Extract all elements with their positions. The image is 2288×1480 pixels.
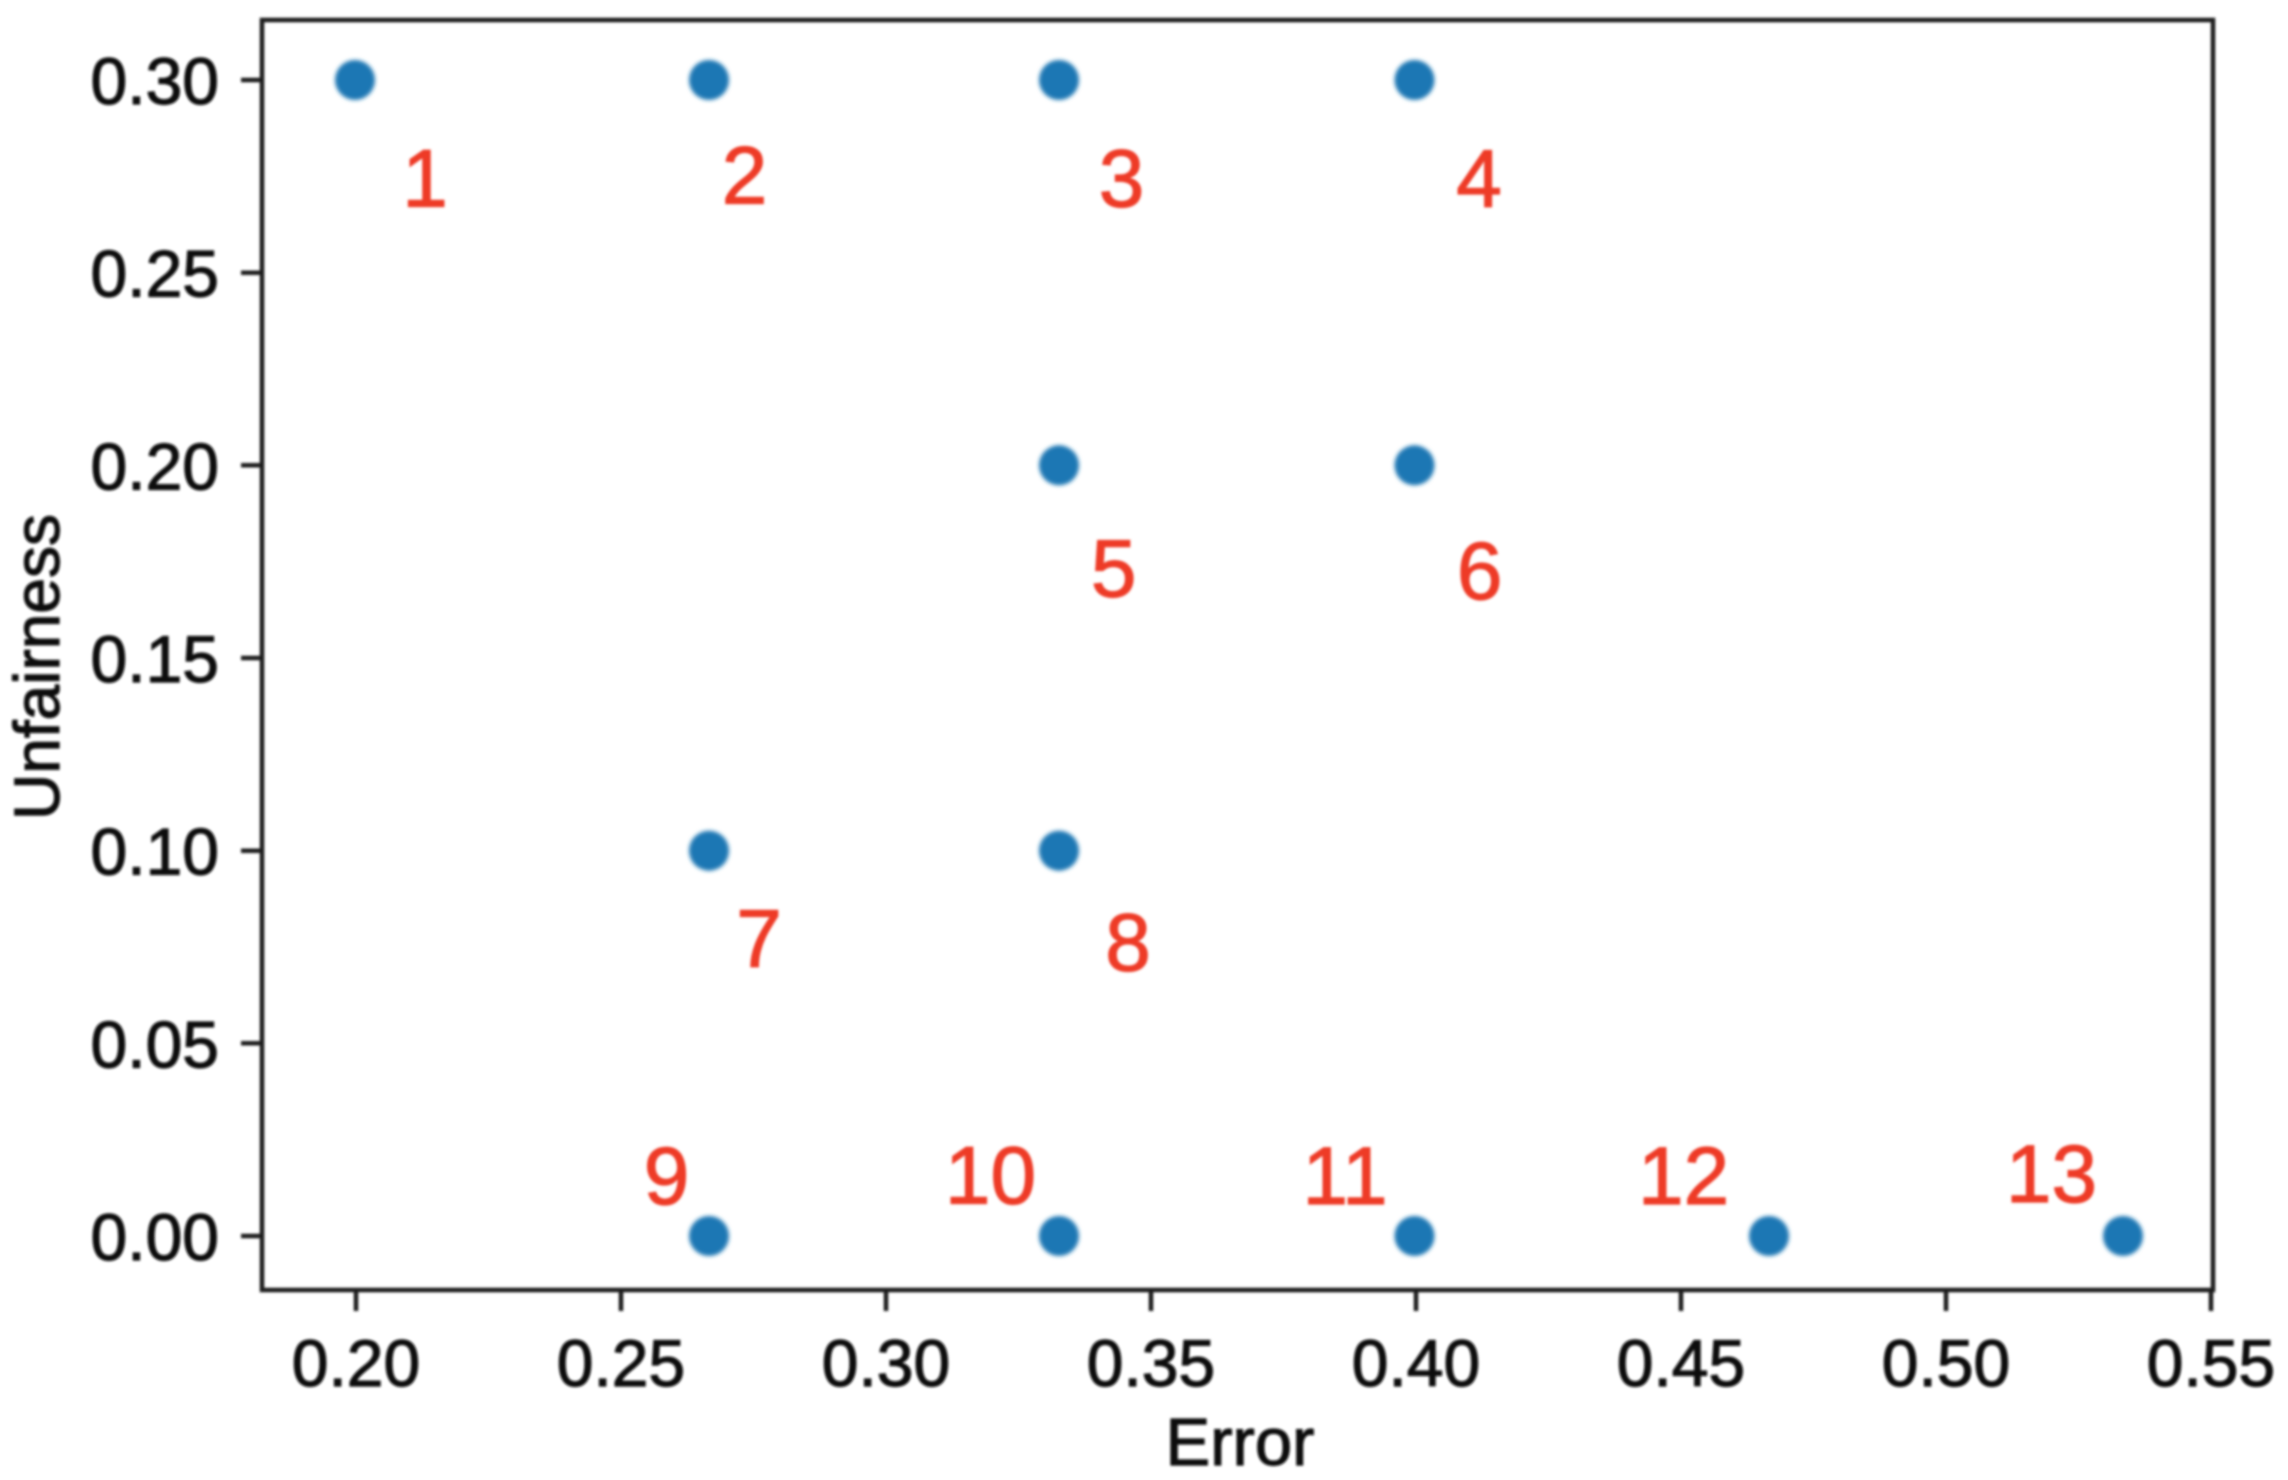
svg-text:2: 2 [722, 130, 768, 221]
svg-text:10: 10 [945, 1130, 1036, 1221]
svg-text:0.20: 0.20 [91, 429, 219, 503]
svg-text:4: 4 [1456, 133, 1502, 224]
svg-text:0.40: 0.40 [1352, 1326, 1480, 1400]
svg-text:Error: Error [1166, 1405, 1315, 1480]
svg-text:0.05: 0.05 [91, 1007, 219, 1081]
svg-text:0.15: 0.15 [91, 622, 219, 696]
svg-text:0.25: 0.25 [91, 237, 219, 311]
svg-text:0.45: 0.45 [1617, 1326, 1745, 1400]
svg-text:0.10: 0.10 [91, 815, 219, 889]
svg-text:3: 3 [1099, 133, 1145, 224]
svg-text:8: 8 [1105, 897, 1151, 988]
svg-text:1: 1 [402, 133, 448, 224]
svg-text:Unfairness: Unfairness [1, 514, 73, 820]
svg-text:0.20: 0.20 [292, 1326, 420, 1400]
svg-text:0.55: 0.55 [2147, 1326, 2275, 1400]
svg-text:0.00: 0.00 [91, 1200, 219, 1274]
svg-text:11: 11 [1302, 1131, 1387, 1222]
svg-text:9: 9 [644, 1131, 690, 1222]
svg-text:0.30: 0.30 [91, 44, 219, 118]
svg-text:12: 12 [1638, 1131, 1729, 1222]
svg-text:0.30: 0.30 [822, 1326, 950, 1400]
svg-text:5: 5 [1091, 523, 1137, 614]
svg-text:0.50: 0.50 [1882, 1326, 2010, 1400]
svg-text:6: 6 [1457, 526, 1503, 617]
svg-text:7: 7 [736, 893, 782, 984]
svg-text:0.35: 0.35 [1087, 1326, 1215, 1400]
svg-text:13: 13 [2006, 1129, 2097, 1220]
svg-text:0.25: 0.25 [557, 1326, 685, 1400]
